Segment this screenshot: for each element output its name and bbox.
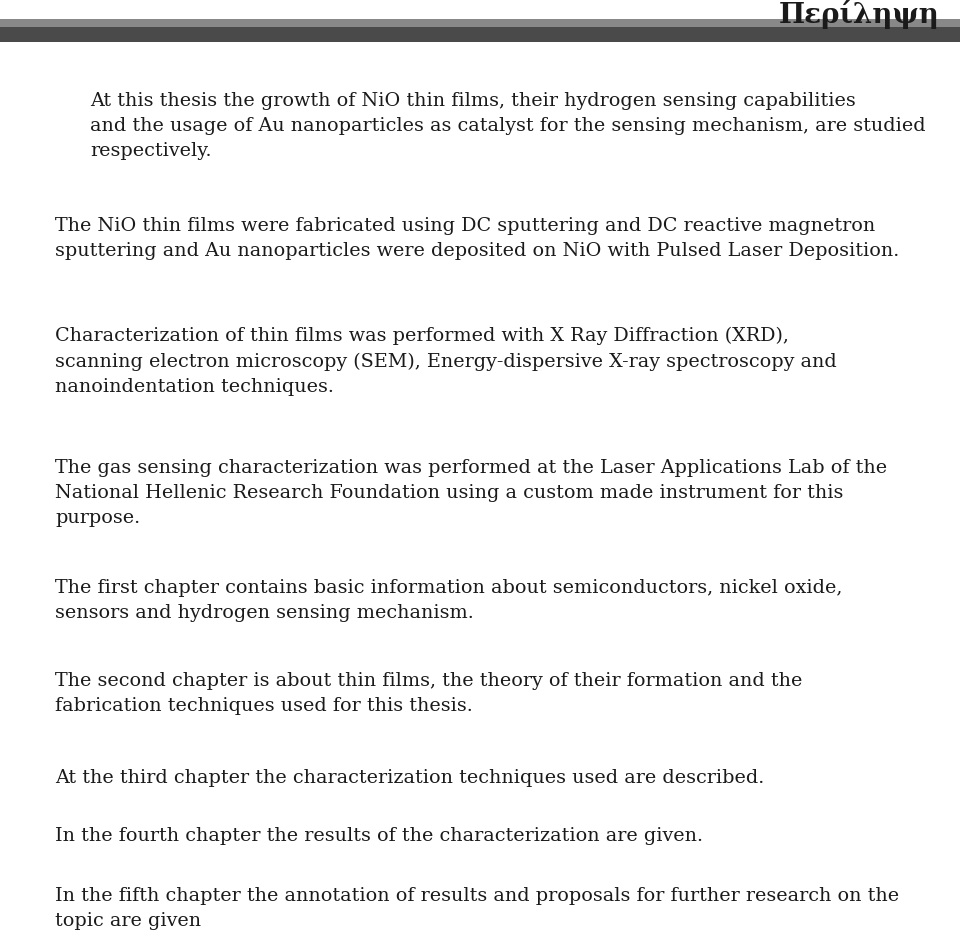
Text: At this thesis the growth of NiO thin films, their hydrogen sensing capabilities: At this thesis the growth of NiO thin fi… bbox=[90, 92, 925, 160]
Text: The first chapter contains basic information about semiconductors, nickel oxide,: The first chapter contains basic informa… bbox=[55, 579, 842, 622]
Text: The NiO thin films were fabricated using DC sputtering and DC reactive magnetron: The NiO thin films were fabricated using… bbox=[55, 217, 900, 260]
Bar bbox=[0, 19, 960, 27]
Text: The gas sensing characterization was performed at the Laser Applications Lab of : The gas sensing characterization was per… bbox=[55, 459, 887, 527]
Text: The second chapter is about thin films, the theory of their formation and the
fa: The second chapter is about thin films, … bbox=[55, 672, 803, 715]
Bar bbox=[0, 27, 960, 42]
Text: Characterization of thin films was performed with X Ray Diffraction (XRD),
scann: Characterization of thin films was perfo… bbox=[55, 327, 837, 396]
Text: In the fourth chapter the results of the characterization are given.: In the fourth chapter the results of the… bbox=[55, 827, 703, 845]
Text: Περίληψη: Περίληψη bbox=[780, 1, 940, 29]
Text: At the third chapter the characterization techniques used are described.: At the third chapter the characterizatio… bbox=[55, 769, 764, 787]
Text: In the fifth chapter the annotation of results and proposals for further researc: In the fifth chapter the annotation of r… bbox=[55, 887, 900, 930]
